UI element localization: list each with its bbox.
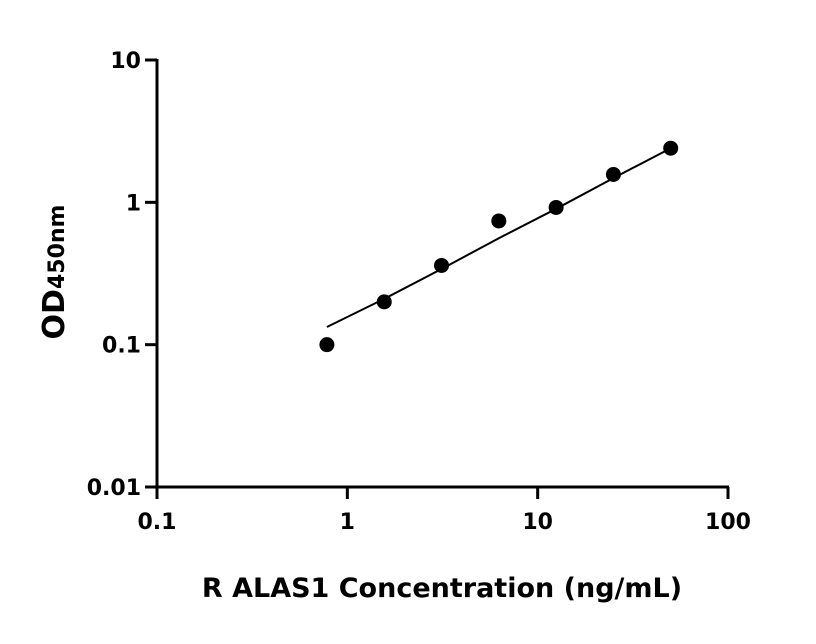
data-point [663,140,679,156]
y-tick-label: 10 [110,49,141,74]
y-axis-label-sub: 450nm [45,205,70,290]
y-tick-label: 0.1 [102,334,141,359]
data-point [319,337,335,353]
x-tick-label: 1 [340,510,355,535]
axes: 0.1 1 10 100 0.01 0.1 1 10 [87,49,751,535]
data-point [376,294,392,310]
y-tick-label: 0.01 [87,476,141,501]
data-points [319,140,679,353]
y-axis-label-main: OD [37,289,72,339]
x-tick-label: 0.1 [138,510,177,535]
data-point [548,199,564,215]
data-point [491,213,507,229]
y-tick-label: 1 [126,191,141,216]
x-axis-label: R ALAS1 Concentration (ng/mL) [202,573,682,604]
x-tick-label: 100 [705,510,751,535]
x-tick-label: 10 [522,510,553,535]
data-point [605,166,621,182]
data-point [434,257,450,273]
y-axis-label: OD450nm [37,205,72,340]
